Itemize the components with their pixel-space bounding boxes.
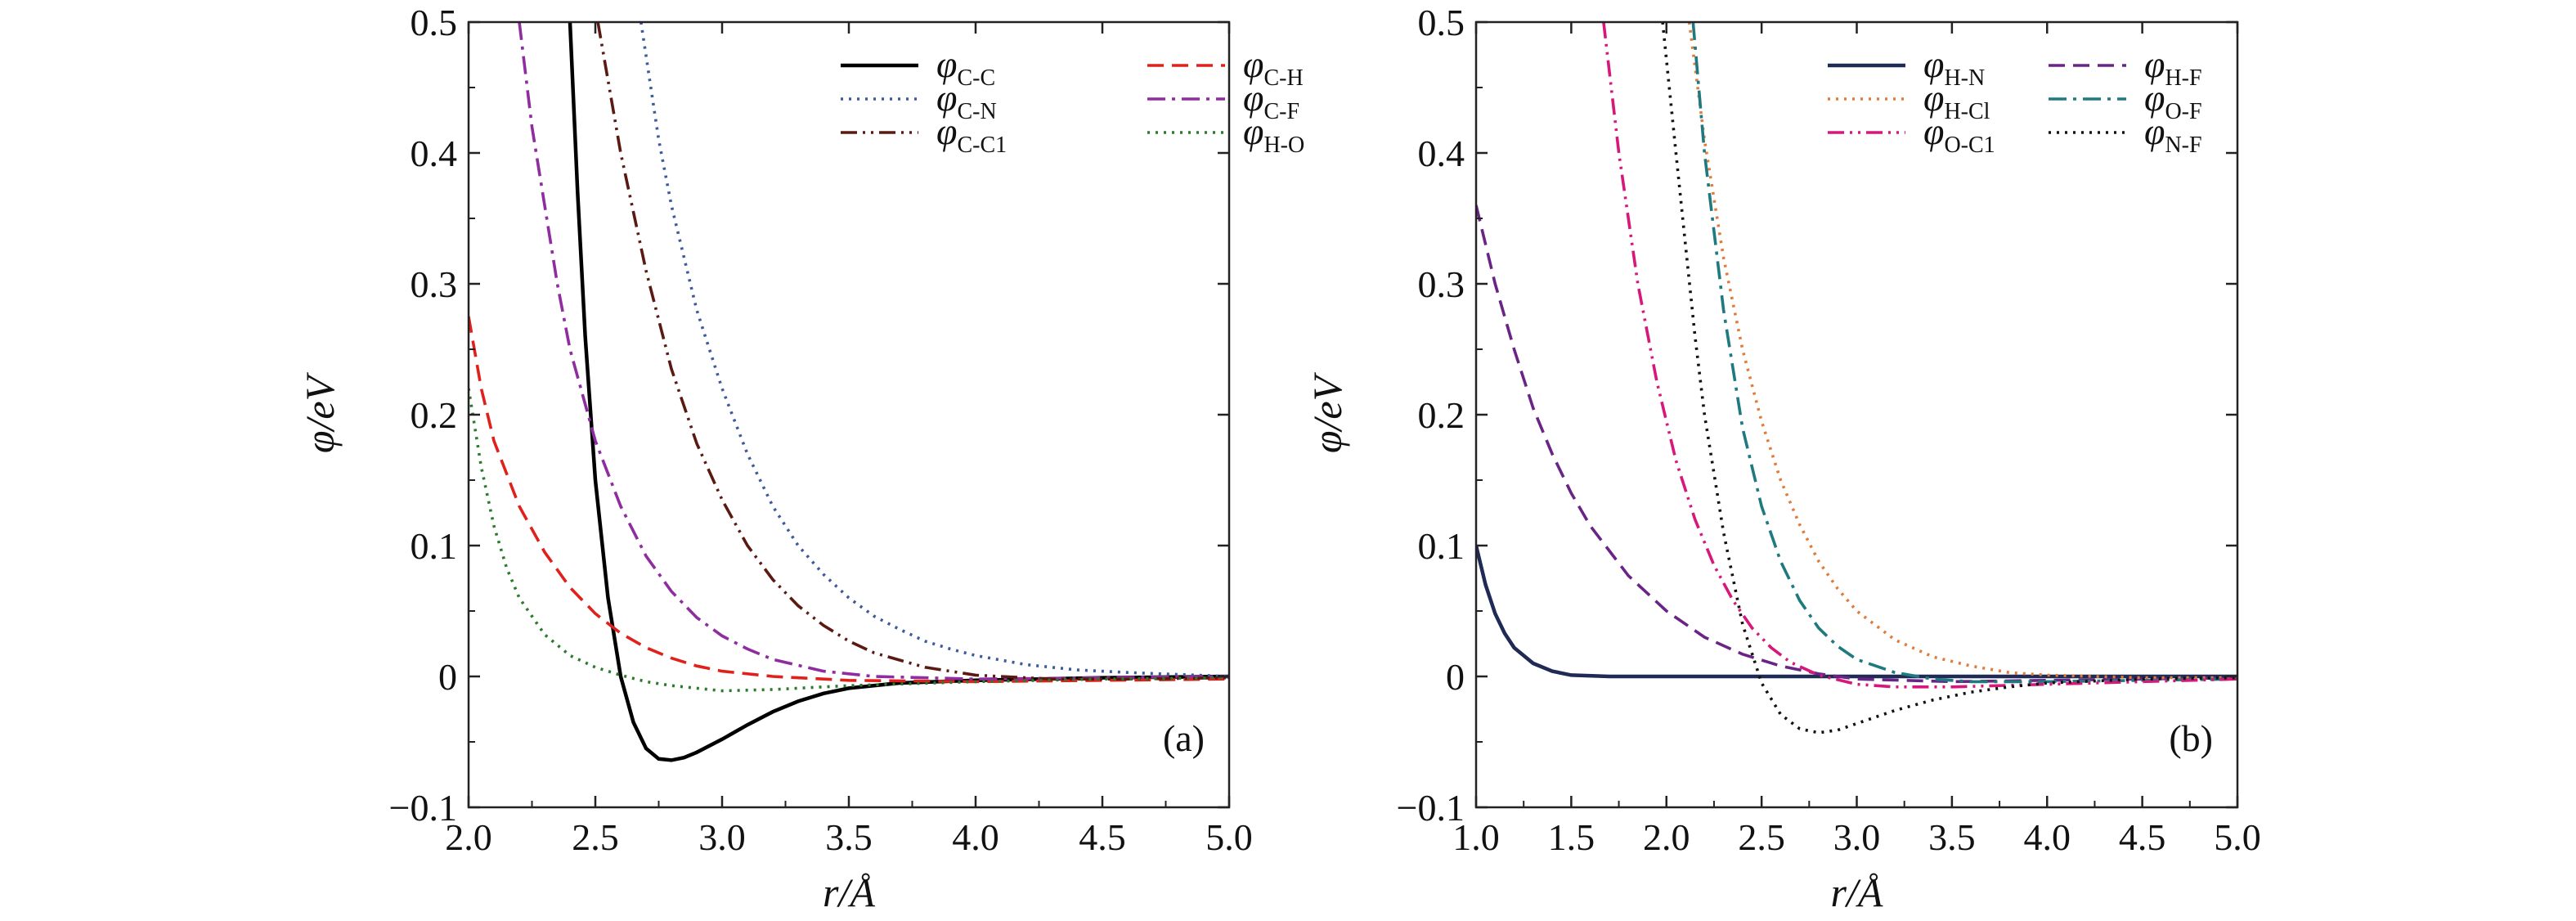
x-tick-label: 4.0 xyxy=(952,816,999,858)
x-tick-label: 3.5 xyxy=(825,816,873,858)
series-line-c-c1 xyxy=(596,22,1229,681)
y-tick-label: 0.5 xyxy=(1418,2,1465,43)
panel-tag: (b) xyxy=(2169,717,2213,759)
y-tick-label: 0.5 xyxy=(411,2,458,43)
legend-label-c-f: φC-F xyxy=(1243,77,1299,124)
x-tick-label: 3.5 xyxy=(1928,816,1976,858)
legend: φC-C φC-H φC-N φC-F φC-C1 φH-O xyxy=(841,43,1304,158)
x-tick-label: 4.0 xyxy=(2024,816,2071,858)
x-axis-label: r/Å xyxy=(823,869,875,915)
y-tick-label: 0 xyxy=(438,656,457,698)
y-tick-label: 0 xyxy=(1446,656,1465,698)
series-line-n-f xyxy=(1661,22,2237,735)
y-axis-label: φ/eV xyxy=(1304,371,1350,453)
y-tick-label: 0.4 xyxy=(411,133,458,174)
x-tick-label: 2.5 xyxy=(1738,816,1785,858)
y-tick-label: 0.1 xyxy=(411,525,458,567)
x-tick-label: 3.0 xyxy=(1833,816,1881,858)
y-tick-label: −0.1 xyxy=(1397,787,1465,829)
y-tick-label: 0.3 xyxy=(1418,263,1465,305)
legend-label-h-o: φH-O xyxy=(1243,110,1304,158)
legend-label-c-c1: φC-C1 xyxy=(936,110,1007,158)
series-line-h-f xyxy=(1476,204,2237,684)
y-tick-label: −0.1 xyxy=(389,787,457,829)
legend-label-o-f: φO-F xyxy=(2144,77,2202,124)
y-axis-label: φ/eV xyxy=(297,371,343,453)
y-tick-label: 0.4 xyxy=(1418,133,1465,174)
series-line-o-c1 xyxy=(1602,22,2237,689)
x-tick-label: 4.5 xyxy=(1079,816,1126,858)
series-line-h-n xyxy=(1476,545,2237,679)
panel-a-chart: 2.0 2.5 3.0 3.5 4.0 4.5 5.0 −0.1 0 0.1 0.2 0.3 0.4 0.… xyxy=(297,2,1304,915)
x-tick-label: 5.0 xyxy=(2214,816,2261,858)
legend-label-h-f: φH-F xyxy=(2144,43,2202,91)
x-tick-label: 2.5 xyxy=(572,816,619,858)
y-tick-label: 0.3 xyxy=(411,263,458,305)
series-line-o-f xyxy=(1691,22,2237,684)
x-tick-label: 2.0 xyxy=(1643,816,1690,858)
series-line-h-cl xyxy=(1687,22,2237,680)
series-line-c-f xyxy=(518,22,1229,681)
legend-label-h-cl: φH-Cl xyxy=(1923,77,1990,124)
panel-b-chart: 1.0 1.5 2.0 2.5 3.0 3.5 4.0 4.5 5.0 −0.1 0 0.1 0.2 0.… xyxy=(1304,2,2261,915)
panel-tag: (a) xyxy=(1163,717,1205,759)
legend-label-c-n: φC-N xyxy=(936,77,997,124)
series-line-c-n xyxy=(640,22,1229,678)
y-tick-label: 0.2 xyxy=(411,394,458,436)
y-tick-label: 0.2 xyxy=(1418,394,1465,436)
series-line-h-o xyxy=(469,388,1229,693)
x-tick-label: 5.0 xyxy=(1205,816,1253,858)
x-tick-label: 1.5 xyxy=(1548,816,1595,858)
legend-label-n-f: φN-F xyxy=(2144,110,2202,158)
legend-label-o-c1: φO-C1 xyxy=(1923,110,1995,158)
legend-label-h-n: φH-N xyxy=(1923,43,1985,91)
x-tick-label: 1.0 xyxy=(1452,816,1500,858)
x-tick-label: 2.0 xyxy=(445,816,492,858)
series-line-c-h xyxy=(469,316,1229,684)
x-tick-label: 3.0 xyxy=(698,816,746,858)
legend: φH-N φH-F φH-Cl φO-F φO-C1 φN-F xyxy=(1828,43,2202,158)
legend-label-c-h: φC-H xyxy=(1243,43,1304,91)
series-line-c-c xyxy=(568,22,1229,762)
x-tick-label: 4.5 xyxy=(2119,816,2166,858)
x-axis-label: r/Å xyxy=(1831,869,1883,915)
y-tick-label: 0.1 xyxy=(1418,525,1465,567)
legend-label-c-c: φC-C xyxy=(936,43,995,91)
plot-frame xyxy=(1474,20,2239,809)
